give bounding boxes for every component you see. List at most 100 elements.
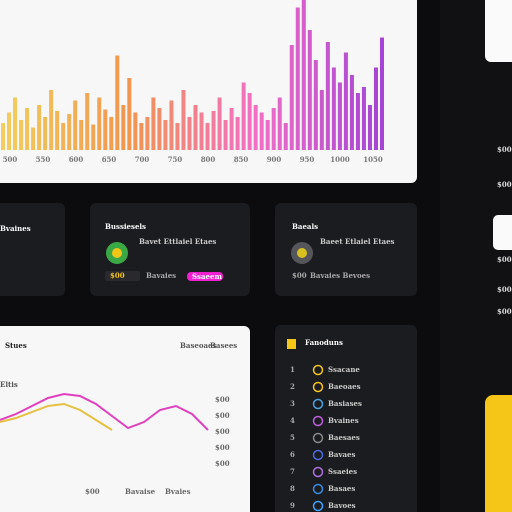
card <box>0 203 65 296</box>
badge-text: $00 <box>292 271 307 280</box>
bar <box>193 105 198 150</box>
side-label: $00 <box>215 443 230 452</box>
row-icon <box>312 483 324 495</box>
x-tick-label: 850 <box>234 155 249 164</box>
bar <box>151 97 156 150</box>
row-text: Basaes <box>328 484 355 493</box>
icon <box>297 248 307 258</box>
card-text: Bavaies Bevoes <box>310 271 370 280</box>
bar <box>313 60 318 150</box>
x-tick-label: 1050 <box>363 155 383 164</box>
line-series <box>0 402 113 431</box>
x-tick-label: 900 <box>267 155 282 164</box>
bar <box>121 105 126 150</box>
icon <box>287 339 296 349</box>
sidebar-card <box>493 215 512 250</box>
row-number: 4 <box>290 416 295 425</box>
card-text: Bavet Ettlaiel Etaes <box>139 237 216 246</box>
row-number: 5 <box>290 433 295 442</box>
pill <box>187 272 223 281</box>
row-icon <box>312 466 324 478</box>
bar <box>223 120 228 150</box>
stats-title: Stues <box>5 341 27 350</box>
bar <box>19 120 24 150</box>
pill-text: Ssaeem <box>192 272 222 281</box>
bar <box>349 75 354 150</box>
bar <box>265 120 270 150</box>
bar <box>211 111 216 150</box>
sidebar-card <box>485 0 512 62</box>
badge <box>105 271 140 281</box>
row-text: Baeoaes <box>328 382 361 391</box>
bar <box>109 117 114 150</box>
foot-label: Bvaies <box>165 487 191 496</box>
bar <box>205 123 210 150</box>
bar <box>319 90 324 150</box>
icon <box>112 248 122 258</box>
card-title: Bussiesels <box>105 222 146 231</box>
bar <box>217 97 222 150</box>
legend-item: Basees <box>210 341 237 350</box>
bar <box>277 97 282 150</box>
row-text: Bvaines <box>328 416 359 425</box>
card-text: Bavaies <box>146 271 176 280</box>
side-label: $00 <box>215 411 230 420</box>
x-tick-label: 650 <box>102 155 117 164</box>
row-icon <box>312 500 324 512</box>
bar <box>91 124 96 150</box>
bar <box>361 87 366 150</box>
bar <box>367 105 372 150</box>
bar <box>283 123 288 150</box>
bar <box>139 123 144 150</box>
row-text: Ssacane <box>328 365 360 374</box>
bar <box>343 52 348 150</box>
x-tick-label: 1000 <box>330 155 350 164</box>
bar <box>97 97 102 150</box>
bar <box>37 105 42 150</box>
list-title: Fanoduns <box>305 338 343 347</box>
row-text: Ssaeies <box>328 467 357 476</box>
bar <box>325 42 330 150</box>
bar <box>49 90 54 150</box>
bar <box>163 120 168 150</box>
bar <box>67 114 72 150</box>
bar <box>61 123 66 150</box>
bar <box>175 123 180 150</box>
x-tick-label: 700 <box>135 155 150 164</box>
x-tick-label: 800 <box>201 155 216 164</box>
x-tick-label: 600 <box>69 155 84 164</box>
row-icon <box>312 398 324 410</box>
bar <box>43 117 48 150</box>
bar <box>127 78 132 150</box>
bar <box>115 55 120 150</box>
bar <box>73 100 78 150</box>
bar <box>253 105 258 150</box>
x-tick-label: 500 <box>3 155 18 164</box>
bar <box>1 123 6 150</box>
foot-label: $00 <box>85 487 100 496</box>
x-tick-label: 550 <box>36 155 51 164</box>
x-tick-label: 950 <box>300 155 315 164</box>
x-tick-label: 750 <box>168 155 183 164</box>
row-text: Baesaes <box>328 433 360 442</box>
row-number: 7 <box>290 467 295 476</box>
bar <box>355 93 360 150</box>
row-icon <box>312 449 324 461</box>
row-number: 8 <box>290 484 295 493</box>
card-title: Bvaines <box>0 224 31 233</box>
bar <box>133 112 138 150</box>
bar <box>85 93 90 150</box>
bar <box>337 82 342 150</box>
bar <box>295 7 300 150</box>
foot-label: Bavaise <box>125 487 156 496</box>
bar <box>7 112 12 150</box>
bar <box>79 120 84 150</box>
stats-card <box>0 326 250 512</box>
row-text: Basiases <box>328 399 362 408</box>
row-number: 3 <box>290 399 295 408</box>
bar <box>289 45 294 150</box>
bar <box>31 127 36 150</box>
sidebar-item: $00 <box>497 145 512 154</box>
bar <box>331 67 336 150</box>
